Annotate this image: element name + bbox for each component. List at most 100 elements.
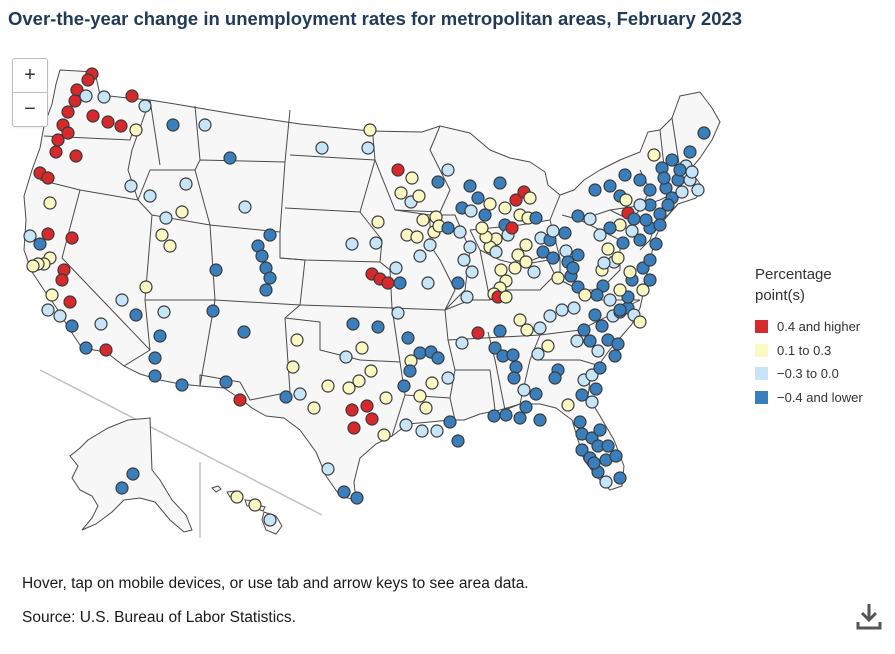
metro-area-marker[interactable]: [153, 329, 167, 343]
metro-area-marker[interactable]: [465, 265, 479, 279]
metro-area-marker[interactable]: [643, 253, 657, 267]
metro-area-marker[interactable]: [520, 323, 534, 337]
legend-item-low[interactable]: −0.4 and lower: [755, 386, 875, 410]
metro-area-marker[interactable]: [263, 513, 277, 527]
metro-area-marker[interactable]: [499, 290, 513, 304]
metro-area-marker[interactable]: [593, 361, 607, 375]
metro-area-marker[interactable]: [583, 334, 597, 348]
metro-area-marker[interactable]: [45, 288, 59, 302]
metro-area-marker[interactable]: [125, 89, 139, 103]
metro-area-marker[interactable]: [342, 381, 356, 395]
metro-area-marker[interactable]: [416, 213, 430, 227]
legend-item-mid-high[interactable]: 0.1 to 0.3: [755, 339, 875, 363]
metro-area-marker[interactable]: [403, 364, 417, 378]
metro-area-marker[interactable]: [68, 94, 82, 108]
metro-area-marker[interactable]: [601, 242, 615, 256]
metro-area-marker[interactable]: [157, 305, 171, 319]
metro-area-marker[interactable]: [233, 393, 247, 407]
metro-area-marker[interactable]: [412, 189, 426, 203]
metro-area-marker[interactable]: [26, 259, 40, 273]
metro-area-marker[interactable]: [570, 334, 584, 348]
metro-area-marker[interactable]: [653, 218, 667, 232]
metro-area-marker[interactable]: [81, 73, 95, 87]
metro-area-marker[interactable]: [355, 341, 369, 355]
metro-area-marker[interactable]: [471, 326, 485, 340]
metro-area-marker[interactable]: [394, 186, 408, 200]
metro-area-marker[interactable]: [65, 231, 79, 245]
metro-area-marker[interactable]: [551, 271, 565, 285]
metro-area-marker[interactable]: [143, 189, 157, 203]
metro-area-marker[interactable]: [613, 471, 627, 485]
metro-area-marker[interactable]: [673, 163, 687, 177]
metro-area-marker[interactable]: [566, 261, 580, 275]
metro-area-marker[interactable]: [115, 293, 129, 307]
metro-area-marker[interactable]: [653, 207, 667, 221]
metro-area-marker[interactable]: [455, 336, 469, 350]
metro-area-marker[interactable]: [389, 261, 403, 275]
metro-area-marker[interactable]: [498, 201, 512, 215]
metro-area-marker[interactable]: [571, 248, 585, 262]
metro-area-marker[interactable]: [307, 401, 321, 415]
metro-area-marker[interactable]: [588, 183, 602, 197]
metro-area-marker[interactable]: [643, 273, 657, 287]
metro-area-marker[interactable]: [159, 211, 173, 225]
metro-area-marker[interactable]: [493, 324, 507, 338]
metro-area-marker[interactable]: [573, 415, 587, 429]
metro-area-marker[interactable]: [533, 321, 547, 335]
metro-area-marker[interactable]: [219, 375, 233, 389]
metro-area-marker[interactable]: [603, 221, 617, 235]
metro-area-marker[interactable]: [558, 226, 572, 240]
us-metro-map[interactable]: [0, 0, 895, 560]
metro-area-marker[interactable]: [571, 209, 585, 223]
metro-area-marker[interactable]: [483, 197, 497, 211]
metro-area-marker[interactable]: [475, 221, 489, 235]
metro-area-marker[interactable]: [649, 237, 663, 251]
metro-area-marker[interactable]: [595, 319, 609, 333]
metro-area-marker[interactable]: [97, 90, 111, 104]
metro-area-marker[interactable]: [347, 421, 361, 435]
metro-area-marker[interactable]: [94, 317, 108, 331]
metro-area-marker[interactable]: [41, 303, 55, 317]
metro-area-marker[interactable]: [609, 449, 623, 463]
metro-area-marker[interactable]: [618, 168, 632, 182]
metro-area-marker[interactable]: [397, 379, 411, 393]
metro-area-marker[interactable]: [464, 204, 478, 218]
metro-area-marker[interactable]: [413, 389, 427, 403]
metro-area-marker[interactable]: [590, 288, 604, 302]
metro-area-marker[interactable]: [697, 126, 711, 140]
metro-area-marker[interactable]: [290, 333, 304, 347]
metro-area-marker[interactable]: [43, 196, 57, 210]
metro-area-marker[interactable]: [509, 193, 523, 207]
metro-area-marker[interactable]: [593, 228, 607, 242]
metro-area-marker[interactable]: [321, 379, 335, 393]
metro-area-marker[interactable]: [536, 245, 550, 259]
zoom-in-button[interactable]: +: [24, 64, 36, 86]
metro-area-marker[interactable]: [509, 360, 523, 374]
download-icon[interactable]: [853, 600, 885, 632]
metro-area-marker[interactable]: [613, 283, 627, 297]
metro-area-marker[interactable]: [643, 183, 657, 197]
metro-area-marker[interactable]: [179, 177, 193, 191]
metro-area-marker[interactable]: [460, 290, 474, 304]
metro-area-marker[interactable]: [339, 350, 353, 364]
metro-area-marker[interactable]: [415, 424, 429, 438]
metro-area-marker[interactable]: [393, 276, 407, 290]
metro-area-marker[interactable]: [255, 249, 269, 263]
metro-area-marker[interactable]: [608, 349, 622, 363]
metro-area-marker[interactable]: [175, 205, 189, 219]
metro-area-marker[interactable]: [596, 279, 610, 293]
metro-area-marker[interactable]: [567, 301, 581, 315]
metro-area-marker[interactable]: [603, 179, 617, 193]
metro-area-marker[interactable]: [55, 273, 69, 287]
metro-area-marker[interactable]: [665, 153, 679, 167]
metro-area-marker[interactable]: [453, 225, 467, 239]
metro-area-marker[interactable]: [350, 491, 364, 505]
metro-area-marker[interactable]: [321, 462, 335, 476]
metro-area-marker[interactable]: [457, 253, 471, 267]
metro-area-marker[interactable]: [175, 378, 189, 392]
metro-area-marker[interactable]: [41, 171, 55, 185]
legend-item-high[interactable]: 0.4 and higher: [755, 315, 875, 339]
metro-area-marker[interactable]: [263, 228, 277, 242]
metro-area-marker[interactable]: [86, 109, 100, 123]
metro-markers[interactable]: [23, 67, 711, 527]
